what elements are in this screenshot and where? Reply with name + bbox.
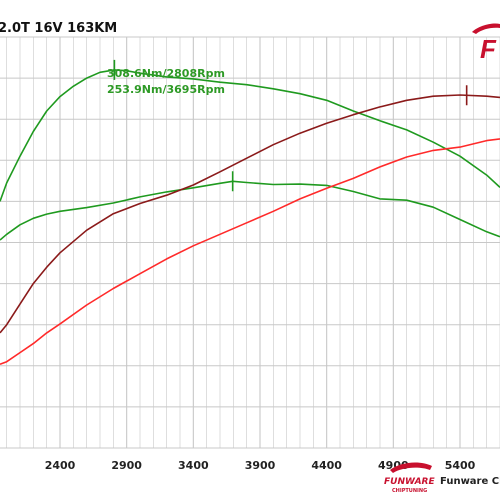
footer-brand: Funware Chip xyxy=(440,476,500,487)
series-line-power-stock xyxy=(0,138,500,365)
annotation-torque-tuned: 308.6Nm/2808Rpm xyxy=(107,67,225,80)
footer-logo-main: FUNWARE xyxy=(384,477,435,487)
annotation-torque-stock: 253.9Nm/3695Rpm xyxy=(107,83,225,96)
series-line-torque-tuned xyxy=(0,69,500,202)
x-tick-label: 3900 xyxy=(245,459,276,472)
x-tick-label: 3400 xyxy=(178,459,209,472)
chart-title: 2.0T 16V 163KM xyxy=(0,21,117,36)
series-layer xyxy=(0,69,500,365)
x-tick-label: 4400 xyxy=(311,459,342,472)
grid xyxy=(0,36,500,449)
footer-logo-sub: CHIPTUNING xyxy=(392,488,427,494)
logo-icon: F xyxy=(472,23,500,64)
marker-layer xyxy=(113,59,468,192)
car-swoosh-icon xyxy=(390,462,432,473)
footer-logo: FUNWARE CHIPTUNING xyxy=(384,462,435,494)
x-tick-label: 5400 xyxy=(445,459,476,472)
x-tick-label: 2900 xyxy=(111,459,142,472)
logo-letter: F xyxy=(480,34,497,64)
series-line-power-tuned xyxy=(0,94,500,334)
x-tick-label: 2400 xyxy=(45,459,76,472)
x-axis-ticks: 2400 2900 3400 3900 4400 4900 5400 xyxy=(45,459,476,472)
series-line-torque-stock xyxy=(0,180,500,241)
